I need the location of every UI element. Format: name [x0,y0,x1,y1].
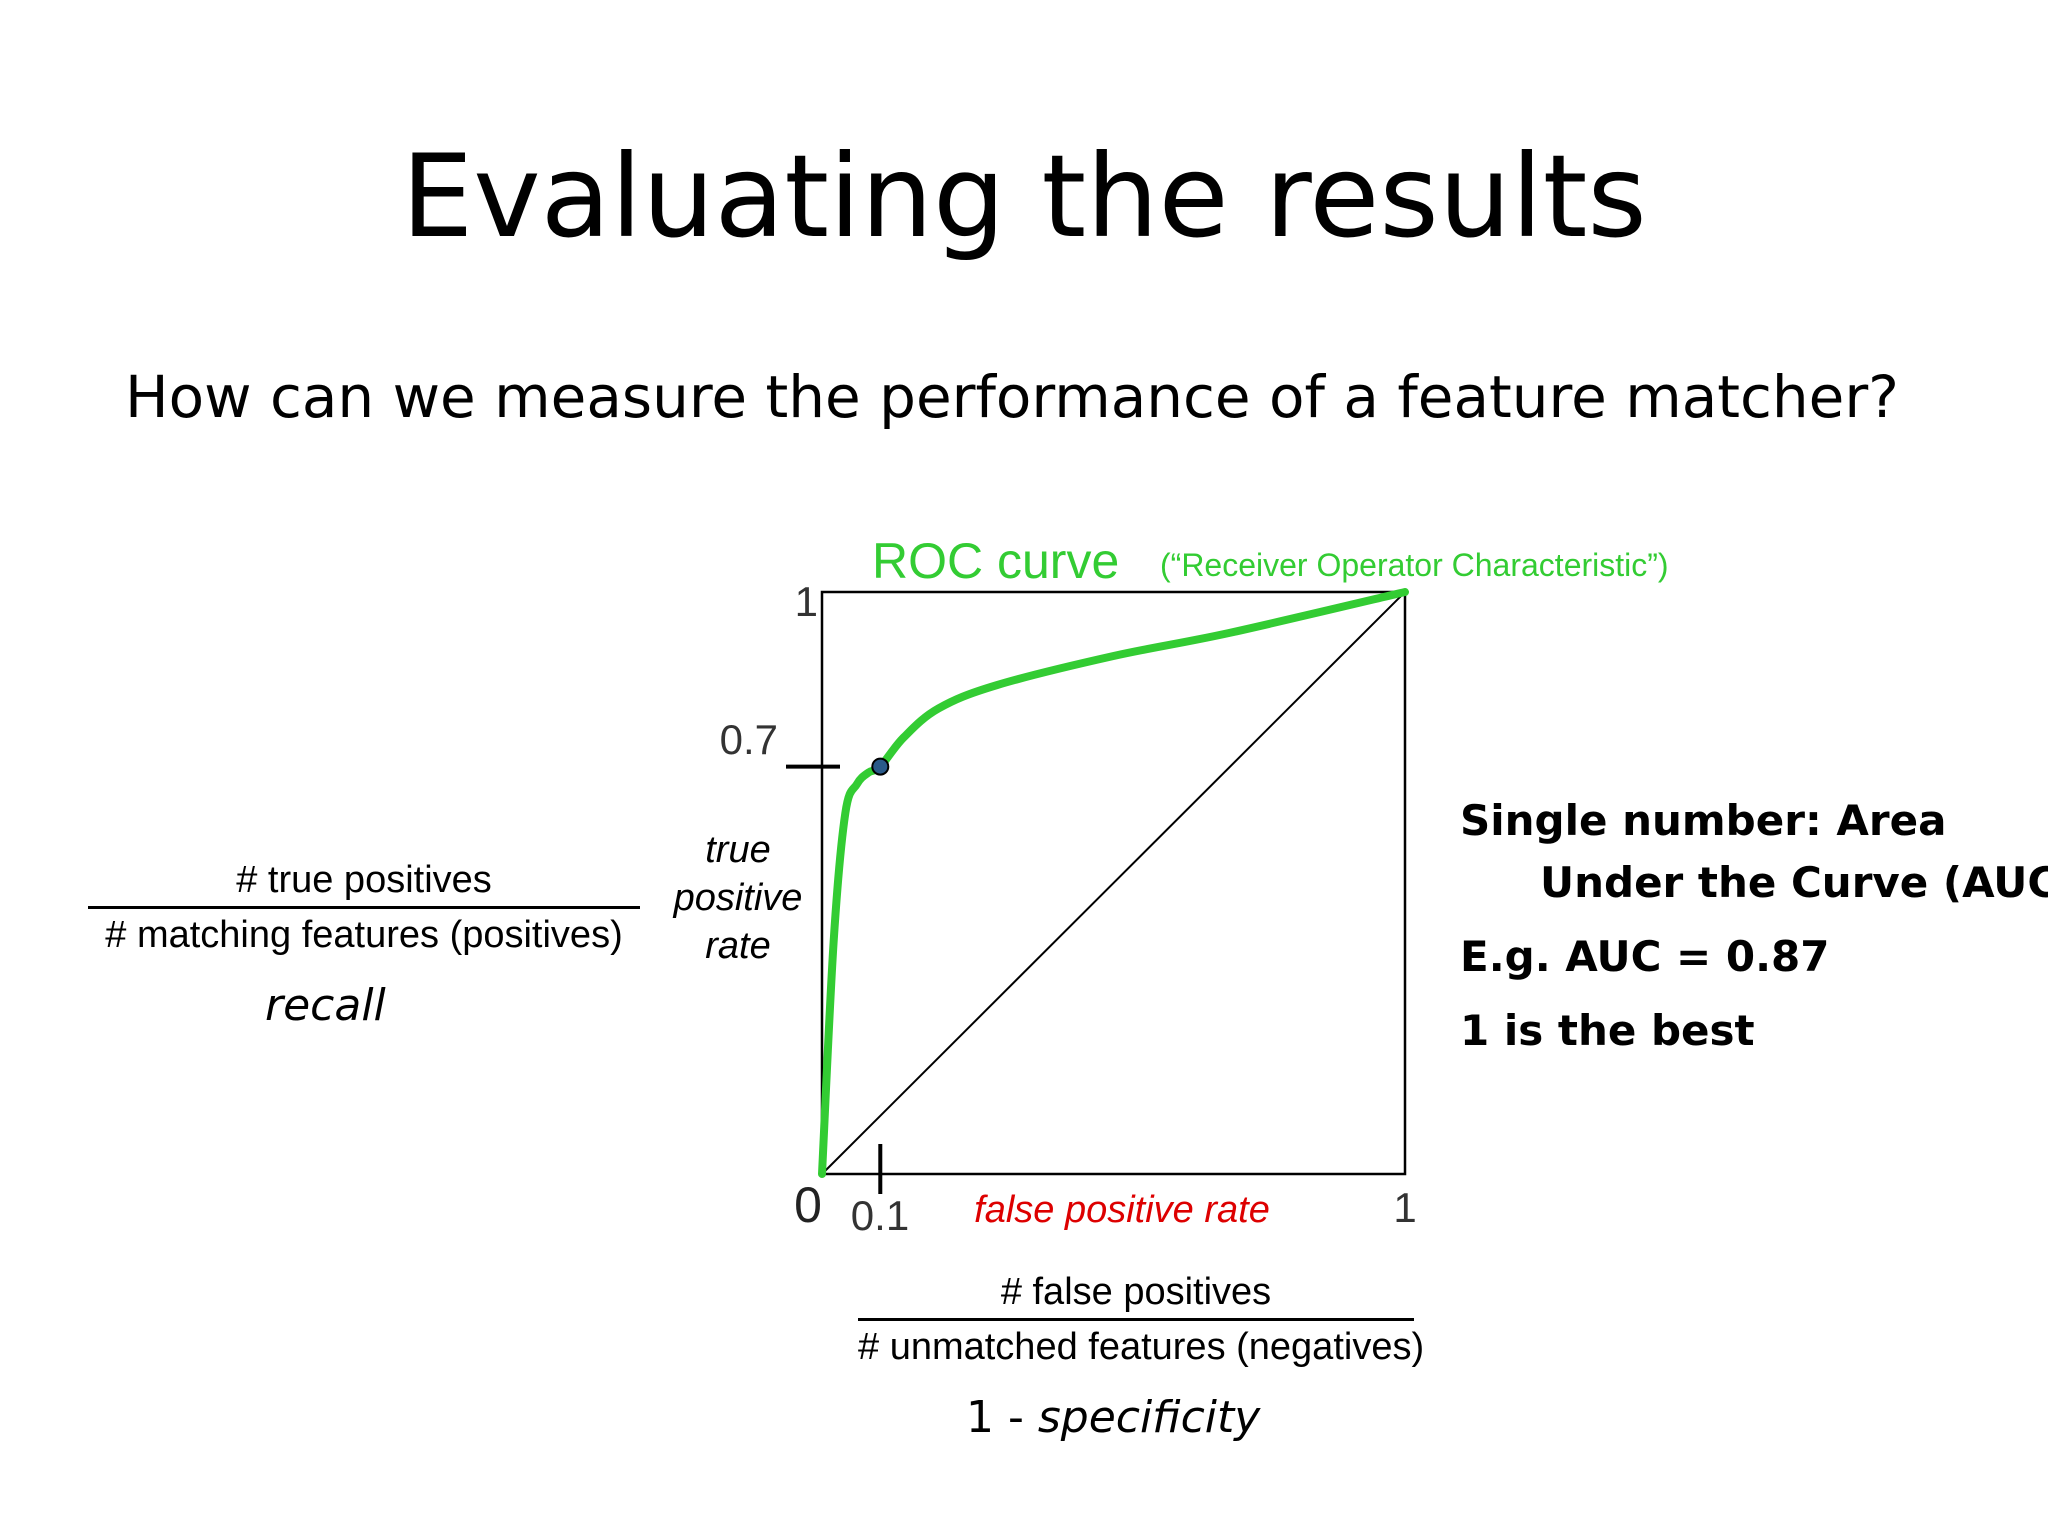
plot-frame [820,590,1407,1176]
x-tick-label-0.1: 0.1 [851,1192,909,1239]
x-axis-label: false positive rate [974,1189,1270,1231]
auc-line-1: Single number: Area [1460,796,1947,845]
recall-denominator: # matching features (positives) [105,914,623,956]
y-tick-label-0.7: 0.7 [720,716,778,763]
fpr-fraction: # false positives # unmatched features (… [858,1270,1425,1369]
chart-subtitle: (“Receiver Operator Characteristic”) [1160,547,1669,583]
y-axis-label: true positive rate [673,829,803,967]
specificity-prefix: 1 - [966,1392,1038,1443]
specificity-caption: 1 - specificity [966,1390,1260,1446]
x-tick-label-1: 1 [1393,1184,1416,1231]
x-tick-label-0: 0 [794,1177,822,1233]
auc-line-4: 1 is the best [1460,1006,1755,1055]
auc-line-2: Under the Curve (AUC) [1540,858,2048,907]
auc-text-block: Single number: Area Under the Curve (AUC… [1460,790,2048,1062]
recall-fraction-bar [88,906,640,909]
operating-point-marker [871,757,890,776]
tick-marks [786,764,883,1194]
recall-numerator: # true positives [236,859,492,901]
specificity-word: specificity [1037,1392,1261,1443]
slide-title: Evaluating the results [401,130,1647,263]
recall-fraction: # true positives # matching features (po… [88,858,640,957]
fpr-fraction-bar [858,1318,1414,1321]
recall-caption: recall [265,980,386,1031]
roc-curve-line [818,588,1409,1178]
y-tick-label-1: 1 [795,578,818,625]
fpr-denominator: # unmatched features (negatives) [858,1326,1425,1368]
fpr-numerator: # false positives [1000,1271,1272,1313]
slide-subtitle: How can we measure the performance of a … [125,363,1899,431]
chance-diagonal [821,591,1406,1175]
auc-line-3: E.g. AUC = 0.87 [1460,932,1830,981]
chart-title: ROC curve [872,533,1119,589]
